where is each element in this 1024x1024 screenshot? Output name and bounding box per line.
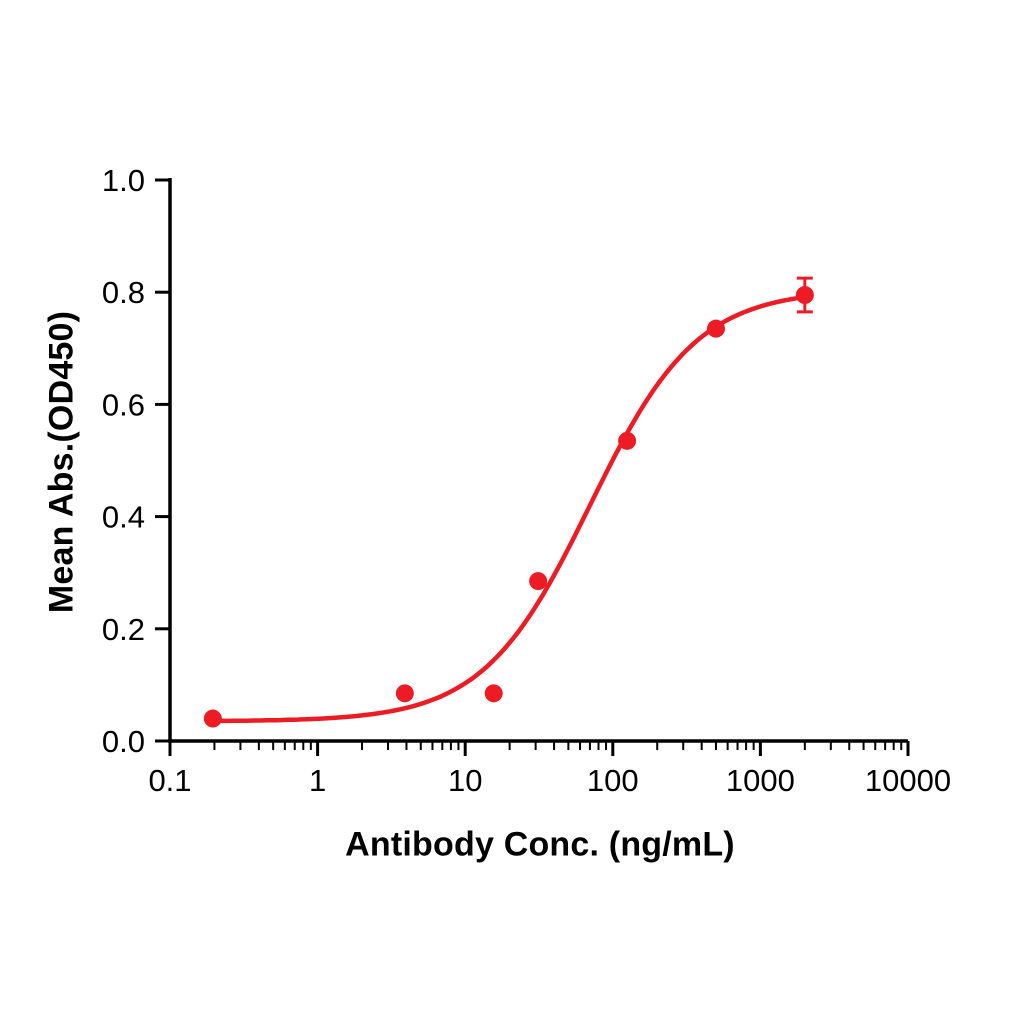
x-axis-title: Antibody Conc. (ng/mL)	[345, 825, 735, 864]
svg-text:1000: 1000	[726, 763, 795, 798]
svg-text:100: 100	[587, 763, 639, 798]
svg-text:10: 10	[448, 763, 482, 798]
svg-text:0.6: 0.6	[102, 387, 145, 422]
svg-text:1: 1	[309, 763, 326, 798]
svg-text:0.1: 0.1	[148, 763, 191, 798]
svg-text:10000: 10000	[865, 763, 951, 798]
svg-text:0.8: 0.8	[102, 275, 145, 310]
svg-text:0.4: 0.4	[102, 500, 145, 535]
svg-text:0.0: 0.0	[102, 724, 145, 759]
svg-text:1.0: 1.0	[102, 163, 145, 198]
y-axis-title: Mean Abs.(OD450)	[42, 310, 81, 614]
svg-text:0.2: 0.2	[102, 612, 145, 647]
